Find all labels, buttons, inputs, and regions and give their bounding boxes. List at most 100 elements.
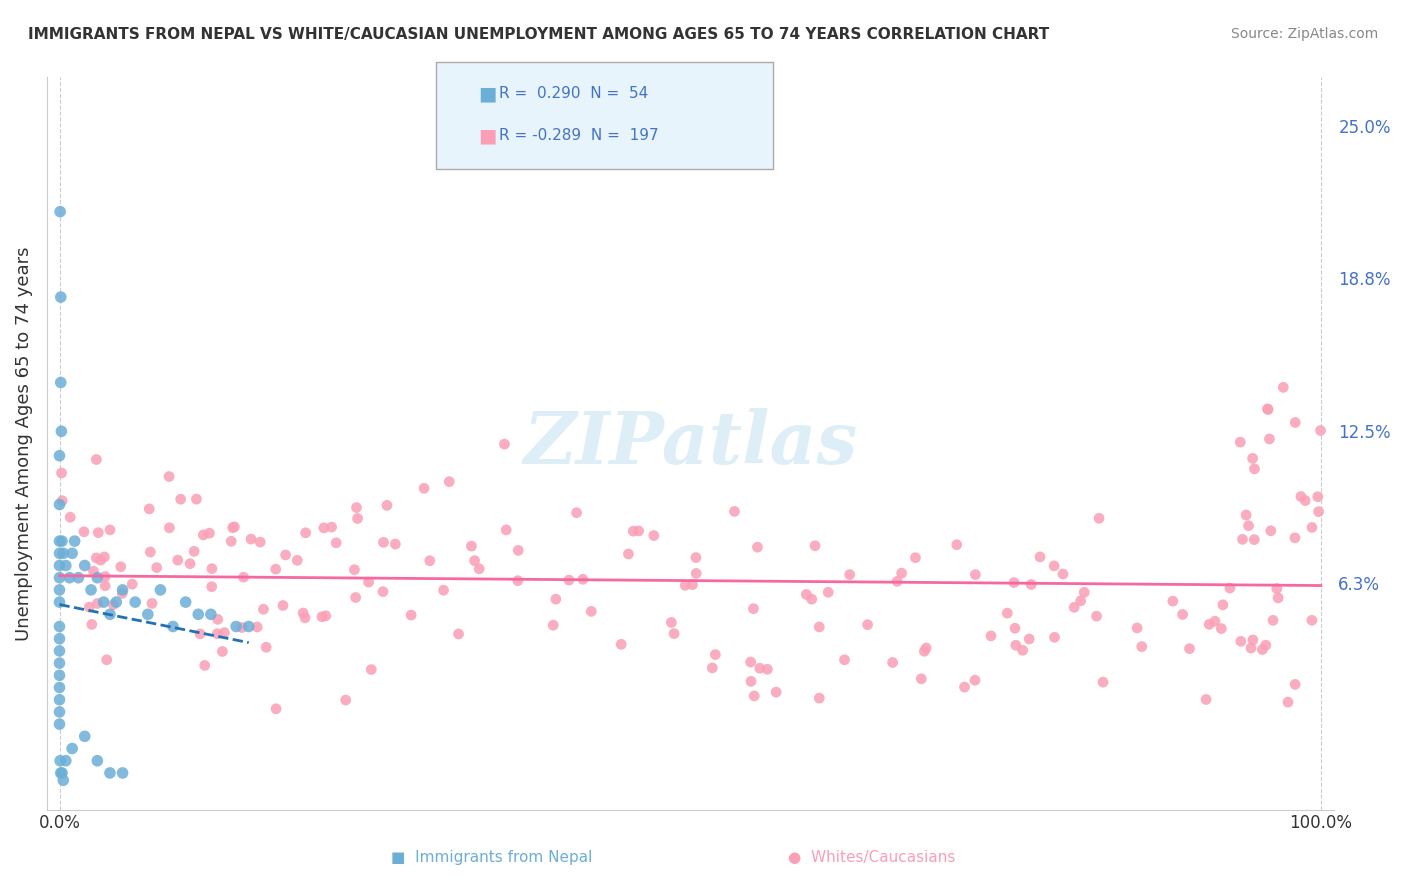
Point xyxy=(1309,424,1331,438)
Point xyxy=(315,608,337,623)
Point xyxy=(1204,614,1226,628)
Point xyxy=(149,582,172,597)
Point xyxy=(274,548,297,562)
Point xyxy=(747,540,769,554)
Point xyxy=(659,615,682,630)
Point xyxy=(103,598,125,612)
Point xyxy=(55,558,77,573)
Point xyxy=(285,553,308,567)
Point xyxy=(915,640,938,655)
Point xyxy=(1171,607,1194,622)
Point xyxy=(186,492,208,507)
Point xyxy=(344,591,367,605)
Point xyxy=(264,562,287,576)
Point xyxy=(169,492,191,507)
Point xyxy=(254,640,277,655)
Point xyxy=(48,705,70,719)
Text: ■: ■ xyxy=(478,84,496,103)
Point xyxy=(704,648,727,662)
Point xyxy=(111,766,134,780)
Point xyxy=(1229,435,1251,450)
Point xyxy=(742,601,765,615)
Point xyxy=(80,617,103,632)
Point xyxy=(1241,632,1264,647)
Point xyxy=(48,534,70,549)
Point xyxy=(1126,621,1149,635)
Point xyxy=(1178,641,1201,656)
Point xyxy=(58,571,80,585)
Point xyxy=(48,571,70,585)
Point xyxy=(194,658,217,673)
Point xyxy=(111,586,134,600)
Point xyxy=(494,437,516,451)
Point xyxy=(447,627,470,641)
Point xyxy=(49,754,72,768)
Point xyxy=(1011,643,1033,657)
Point xyxy=(49,766,72,780)
Point xyxy=(1257,402,1279,417)
Point xyxy=(240,532,263,546)
Point xyxy=(198,526,221,541)
Point xyxy=(179,557,201,571)
Point xyxy=(1234,508,1257,522)
Point xyxy=(325,536,347,550)
Point xyxy=(183,544,205,558)
Point xyxy=(207,626,229,640)
Point xyxy=(211,644,233,658)
Point xyxy=(86,571,108,585)
Point xyxy=(105,595,128,609)
Point xyxy=(48,656,70,670)
Text: R = -0.289  N =  197: R = -0.289 N = 197 xyxy=(499,128,659,143)
Point xyxy=(882,656,904,670)
Point xyxy=(60,546,83,560)
Point xyxy=(838,567,860,582)
Point xyxy=(200,607,222,622)
Point xyxy=(73,558,96,573)
Point xyxy=(886,574,908,589)
Point xyxy=(756,662,779,676)
Point xyxy=(86,550,108,565)
Point xyxy=(292,606,315,620)
Point xyxy=(1029,549,1052,564)
Point xyxy=(335,693,357,707)
Point xyxy=(544,592,567,607)
Point xyxy=(1261,613,1284,627)
Point xyxy=(748,661,770,675)
Point xyxy=(1130,640,1153,654)
Point xyxy=(294,525,316,540)
Y-axis label: Unemployment Among Ages 65 to 74 years: Unemployment Among Ages 65 to 74 years xyxy=(15,246,32,640)
Point xyxy=(581,604,603,618)
Point xyxy=(93,549,115,564)
Point xyxy=(817,585,839,599)
Point xyxy=(48,498,70,512)
Point xyxy=(49,376,72,390)
Point xyxy=(662,626,685,640)
Point xyxy=(48,632,70,646)
Point xyxy=(643,528,665,542)
Point xyxy=(48,717,70,731)
Point xyxy=(48,582,70,597)
Point xyxy=(384,537,406,551)
Point xyxy=(702,661,724,675)
Point xyxy=(162,619,184,633)
Point xyxy=(121,577,143,591)
Point xyxy=(1043,630,1066,644)
Point xyxy=(238,619,260,633)
Point xyxy=(357,575,380,590)
Point xyxy=(1294,493,1316,508)
Point xyxy=(224,520,246,534)
Point xyxy=(1260,524,1282,538)
Point xyxy=(51,766,73,780)
Point xyxy=(48,546,70,560)
Point xyxy=(98,607,121,622)
Point xyxy=(1243,462,1265,476)
Point xyxy=(808,620,831,634)
Point xyxy=(141,596,163,610)
Point xyxy=(138,502,160,516)
Point xyxy=(904,550,927,565)
Point xyxy=(610,637,633,651)
Point xyxy=(94,569,117,583)
Point xyxy=(740,674,762,689)
Point xyxy=(48,644,70,658)
Point xyxy=(558,573,581,587)
